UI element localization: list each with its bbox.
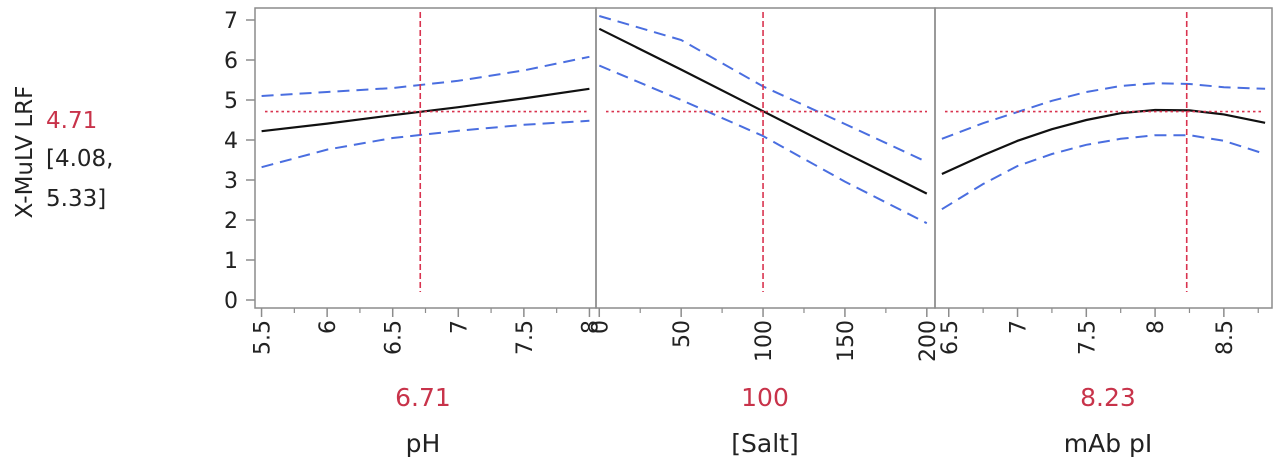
y-tick-label: 7 [224, 9, 238, 34]
current-value-salt[interactable]: 100 [741, 383, 789, 412]
prediction-trace-mab-pi [941, 108, 1266, 176]
confidence-interval-upper: 5.33] [46, 186, 106, 212]
upper-confidence-curve-ph [261, 55, 590, 97]
x-tick-label: 8 [1144, 320, 1169, 334]
prediction-trace-ph [261, 87, 590, 133]
response-name: X-MuLV LRF [12, 86, 38, 219]
y-tick-label: 2 [224, 209, 238, 234]
x-tick-label: 150 [834, 320, 859, 362]
y-tick-label: 1 [224, 249, 238, 274]
profile-panel-ph[interactable]: 5.5 6 6.5 7 7.5 8 [251, 7, 604, 355]
lower-confidence-curve-mab-pi [941, 134, 1266, 211]
lower-confidence-curve-salt [598, 64, 928, 225]
factor-label-salt: [Salt] [731, 429, 798, 458]
lower-confidence-curve-ph [261, 119, 590, 169]
upper-confidence-curve-mab-pi [941, 82, 1266, 140]
panel-frame-mab-pi [934, 7, 1273, 309]
x-tick-label: 7 [447, 320, 472, 334]
current-value-mab-pi[interactable]: 8.23 [1080, 383, 1136, 412]
x-tick-label: 6.5 [382, 320, 407, 355]
x-tick-label: 6.5 [938, 320, 963, 355]
x-tick-label: 8.5 [1213, 320, 1238, 355]
panel-frame-ph [254, 7, 597, 309]
x-tick-label: 200 [916, 320, 941, 362]
x-tick-label: 50 [670, 320, 695, 348]
factor-label-ph: pH [406, 429, 441, 458]
x-tick-label: 7.5 [1075, 320, 1100, 355]
x-tick-label: 8 [578, 320, 603, 334]
confidence-interval-lower: [4.08, [46, 146, 114, 172]
y-tick-label: 0 [224, 289, 238, 314]
y-tick-label: 5 [224, 89, 238, 114]
y-tick-label: 3 [224, 169, 238, 194]
x-tick-label: 100 [752, 320, 777, 362]
profile-panel-salt[interactable]: 0 50 100 150 200 [588, 7, 941, 362]
x-tick-label: 7.5 [513, 320, 538, 355]
profile-panel-mab-pi[interactable]: 6.5 7 7.5 8 8.5 [934, 7, 1273, 355]
x-tick-label: 6 [316, 320, 341, 334]
x-tick-label: 0 [588, 320, 613, 334]
y-axis-title-group: X-MuLV LRF [12, 86, 38, 219]
x-tick-label: 7 [1007, 320, 1032, 334]
current-value-ph[interactable]: 6.71 [395, 383, 451, 412]
predicted-response-value: 4.71 [46, 108, 97, 134]
y-axis: 0 1 2 3 4 5 6 7 [224, 9, 255, 314]
x-tick-label: 5.5 [251, 320, 276, 355]
y-tick-label: 6 [224, 49, 238, 74]
y-tick-label: 4 [224, 129, 238, 154]
factor-label-mab-pi: mAb pI [1064, 429, 1153, 458]
